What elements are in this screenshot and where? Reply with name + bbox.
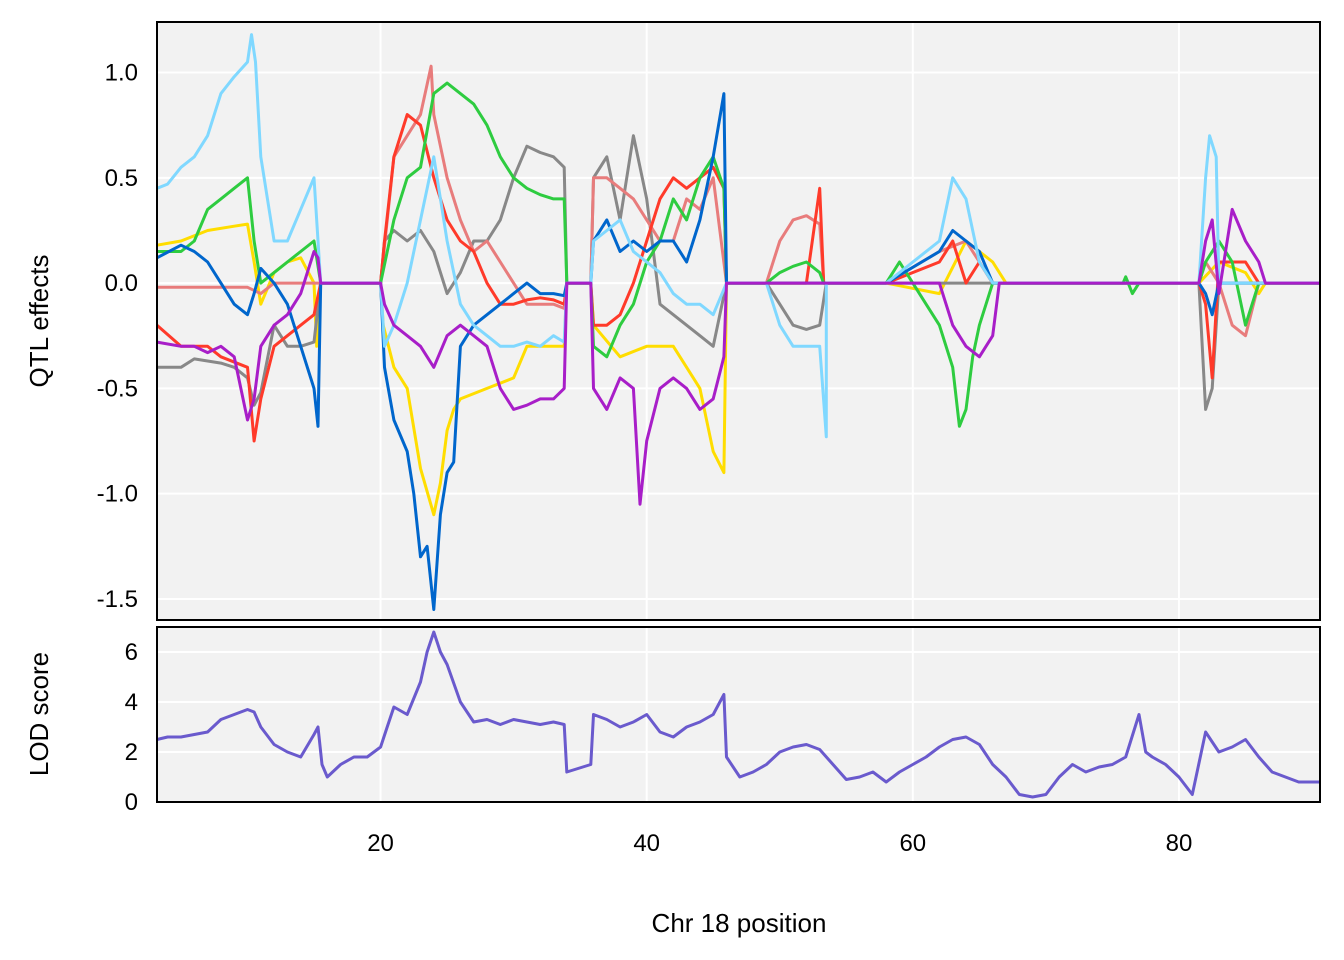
- effects-plot-area: [157, 22, 1320, 620]
- effects-y-tick-label: -0.5: [97, 375, 138, 402]
- effects-panel: -1.5 -1.0 -0.5 0.0 0.5 1.0 QTL effects: [24, 21, 1321, 621]
- x-tick-labels: 20 40 60 80: [367, 830, 1192, 857]
- lod-y-tick-labels: 0 2 4 6: [125, 639, 138, 816]
- x-axis-title: Chr 18 position: [652, 908, 827, 938]
- effects-y-tick-label: 0.0: [105, 270, 138, 297]
- x-tick-label: 40: [633, 830, 660, 857]
- x-tick-label: 80: [1166, 830, 1193, 857]
- lod-panel: 0 2 4 6 20 40 60 80 LOD score Chr 18 position: [24, 626, 1321, 938]
- x-tick-label: 60: [899, 830, 926, 857]
- lod-frame: [156, 626, 1321, 803]
- effects-y-axis-title: QTL effects: [24, 255, 54, 388]
- lod-series-line-1: [156, 630, 1320, 799]
- lod-y-tick-label: 6: [125, 639, 138, 666]
- effects-y-tick-labels: -1.5 -1.0 -0.5 0.0 0.5 1.0: [97, 60, 138, 613]
- lod-y-tick-label: 0: [125, 789, 138, 816]
- effects-y-tick-label: -1.0: [97, 481, 138, 508]
- lod-y-axis-title: LOD score: [24, 652, 54, 776]
- lod-y-tick-label: 4: [125, 689, 138, 716]
- effects-y-tick-label: 0.5: [105, 165, 138, 192]
- effects-series-line-8: [156, 207, 1320, 506]
- effects-y-tick-label: 1.0: [105, 60, 138, 87]
- lod-lines: [156, 630, 1320, 799]
- x-tick-label: 20: [367, 830, 394, 857]
- effects-series-line-2: [157, 134, 1320, 411]
- effects-y-tick-label: -1.5: [97, 586, 138, 613]
- lod-y-tick-label: 2: [125, 739, 138, 766]
- effects-frame: [156, 21, 1321, 621]
- effects-lines: [156, 33, 1320, 611]
